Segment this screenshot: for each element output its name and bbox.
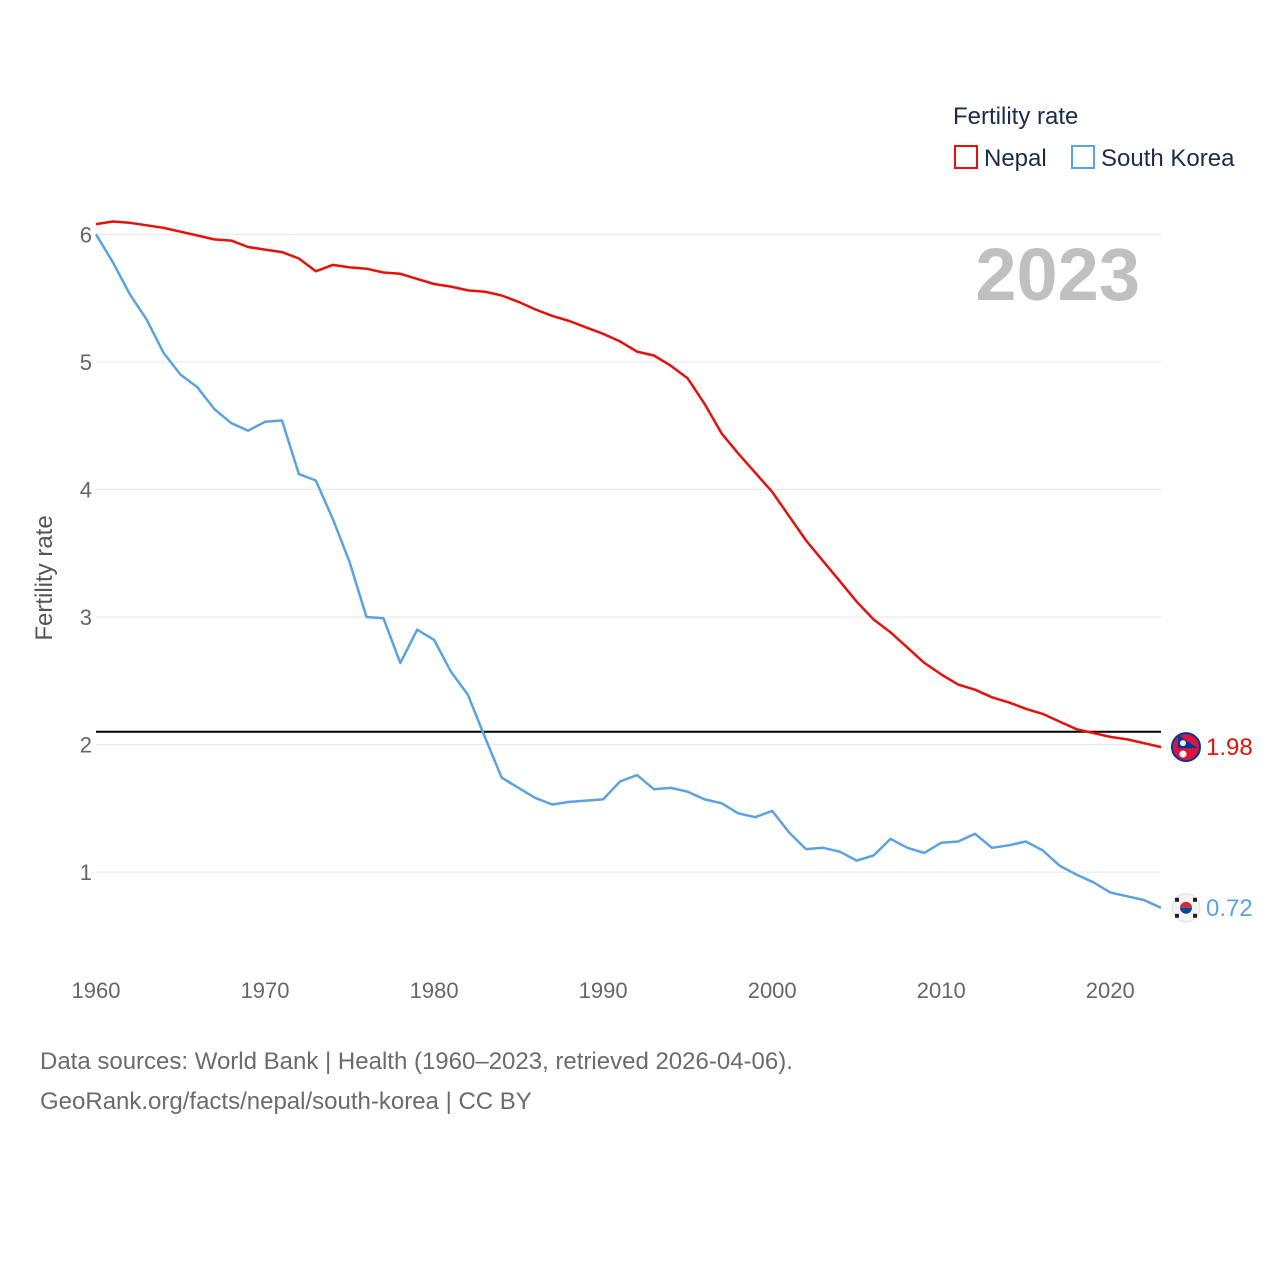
end-label-south-korea: 0.72	[1206, 895, 1253, 922]
footer: Data sources: World Bank | Health (1960–…	[40, 1042, 793, 1122]
y-tick-label: 1	[80, 860, 92, 885]
x-tick-label: 1990	[579, 978, 628, 1003]
x-tick-label: 2000	[748, 978, 797, 1003]
x-tick-label: 2010	[917, 978, 966, 1003]
y-tick-label: 4	[80, 477, 92, 502]
legend-swatch-nepal[interactable]	[954, 145, 978, 169]
data-source-text: Data sources: World Bank | Health (1960–…	[40, 1048, 793, 1075]
nepal-flag-icon	[1171, 732, 1201, 763]
y-axis: 1 2 3 4 5 6	[80, 222, 92, 885]
x-tick-label: 2020	[1086, 978, 1135, 1003]
x-axis: 1960 1970 1980 1990 2000 2010 2020	[72, 978, 1135, 1003]
x-tick-label: 1980	[410, 978, 459, 1003]
y-axis-title: Fertility rate	[31, 515, 58, 640]
license-text: GeoRank.org/facts/nepal/south-korea | CC…	[40, 1088, 532, 1115]
end-label-nepal: 1.98	[1206, 734, 1253, 761]
legend-label-south-korea[interactable]: South Korea	[1101, 145, 1235, 172]
x-tick-label: 1960	[72, 978, 121, 1003]
y-tick-label: 2	[80, 733, 92, 758]
legend-swatch-south-korea[interactable]	[1071, 145, 1095, 169]
series-line-south-korea[interactable]	[94, 233, 1162, 909]
y-tick-label: 3	[80, 605, 92, 630]
series-line-nepal[interactable]	[95, 220, 1162, 749]
current-year-label: 2023	[975, 233, 1140, 316]
south-korea-flag-icon	[1171, 893, 1201, 923]
x-tick-label: 1970	[241, 978, 290, 1003]
fertility-chart: 1 2 3 4 5 6 1960 1970 1980 1990 2000 2010 2020 Fert…	[31, 103, 1253, 1003]
legend: Fertility rate Nepal South Korea	[953, 103, 1235, 172]
y-tick-label: 5	[80, 350, 92, 375]
series-lines	[94, 220, 1162, 909]
legend-label-nepal[interactable]: Nepal	[984, 145, 1047, 172]
end-markers: 1.98 0.72	[1171, 732, 1253, 923]
legend-title: Fertility rate	[953, 103, 1078, 130]
grid	[96, 233, 1161, 873]
y-tick-label: 6	[80, 222, 92, 247]
